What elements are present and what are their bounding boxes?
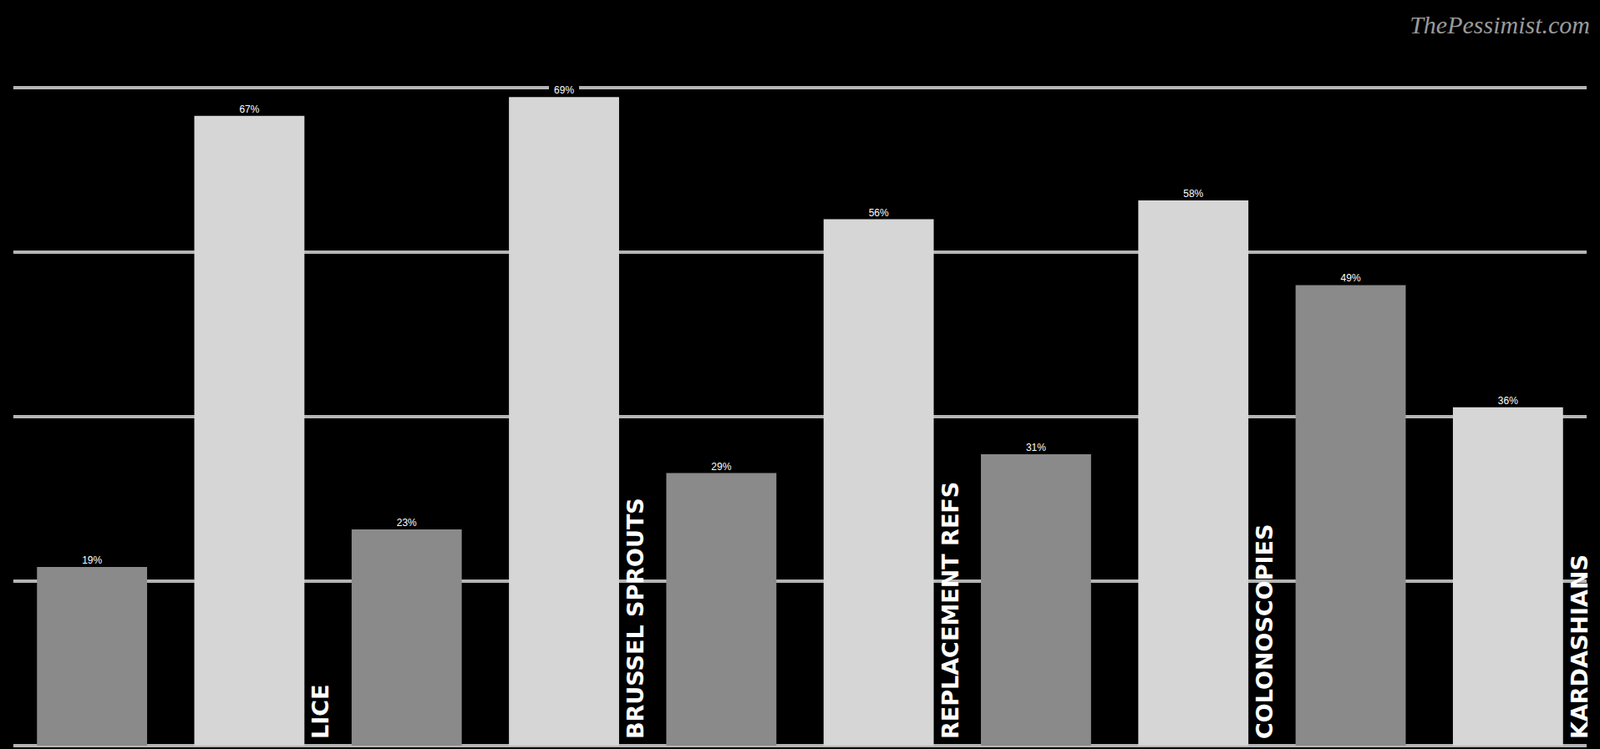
- svg-text:COLONOSCOPIES: COLONOSCOPIES: [1251, 524, 1278, 740]
- svg-text:67%: 67%: [238, 103, 260, 116]
- svg-text:ThePessimist.com: ThePessimist.com: [1409, 10, 1590, 39]
- svg-text:69%: 69%: [553, 84, 574, 97]
- svg-text:56%: 56%: [868, 207, 889, 219]
- svg-text:36%: 36%: [1498, 395, 1519, 407]
- svg-text:29%: 29%: [711, 461, 732, 473]
- svg-text:BRUSSEL SPROUTS: BRUSSEL SPROUTS: [622, 497, 649, 740]
- svg-text:49%: 49%: [1340, 272, 1362, 285]
- svg-text:58%: 58%: [1183, 187, 1204, 200]
- svg-text:LICE: LICE: [307, 684, 334, 740]
- svg-text:23%: 23%: [396, 517, 417, 529]
- svg-text:REPLACEMENT REFS: REPLACEMENT REFS: [937, 482, 964, 740]
- svg-text:KARDASHIANS: KARDASHIANS: [1566, 554, 1593, 740]
- svg-text:31%: 31%: [1026, 441, 1047, 454]
- svg-text:19%: 19%: [81, 554, 102, 567]
